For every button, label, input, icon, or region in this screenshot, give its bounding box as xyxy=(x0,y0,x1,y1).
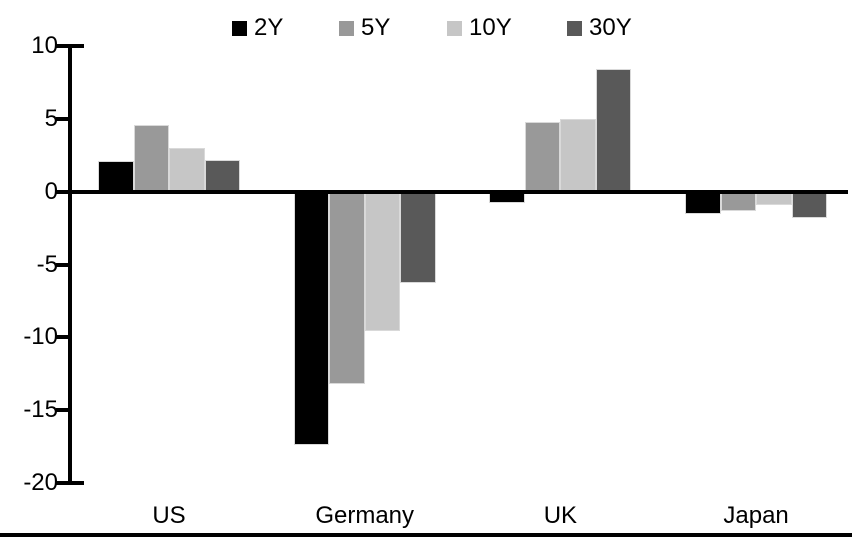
x-axis-category-label: UK xyxy=(543,502,578,529)
legend-label-10y: 10Y xyxy=(469,14,512,41)
y-axis-tick-mark xyxy=(56,408,70,413)
bar-germany-2y xyxy=(293,191,330,446)
y-axis-tick-label: -5 xyxy=(36,250,58,278)
bar-uk-10y xyxy=(560,118,596,192)
legend-label-30y: 30Y xyxy=(589,14,632,41)
bar-uk-30y xyxy=(595,69,632,192)
bar-germany-10y xyxy=(364,191,401,332)
legend-swatch-10y xyxy=(447,20,462,36)
bar-japan-5y xyxy=(720,191,757,211)
legend-swatch-2y xyxy=(232,20,247,36)
y-axis-line xyxy=(68,44,72,485)
legend-label-2y: 2Y xyxy=(254,14,284,41)
x-axis-category-label: US xyxy=(152,502,186,529)
bar-us-30y xyxy=(204,159,240,192)
y-axis-tick-mark xyxy=(56,262,70,267)
x-axis-category-label: Japan xyxy=(723,502,789,529)
legend-swatch-5y xyxy=(339,20,354,36)
legend-label-5y: 5Y xyxy=(361,14,391,41)
legend-item-2y: 2Y xyxy=(232,13,283,43)
y-axis-tick-label: -15 xyxy=(23,396,58,424)
legend-item-10y: 10Y xyxy=(447,13,512,43)
bar-us-10y xyxy=(169,147,205,192)
bar-germany-5y xyxy=(329,191,365,384)
bar-japan-2y xyxy=(685,191,721,214)
bar-us-5y xyxy=(133,124,169,192)
legend-item-5y: 5Y xyxy=(339,13,390,43)
y-axis-tick-label: 10 xyxy=(31,32,58,59)
bar-uk-5y xyxy=(524,121,561,192)
y-axis-tick-label: 0 xyxy=(44,177,58,205)
bar-japan-30y xyxy=(791,191,828,218)
x-axis-category-label: Germany xyxy=(315,502,415,529)
bottom-border-line xyxy=(0,533,852,537)
legend-swatch-30y xyxy=(567,20,582,36)
y-axis-tick-label: -10 xyxy=(23,323,58,351)
y-axis-tick-label: -20 xyxy=(23,469,58,496)
y-axis-tick-mark xyxy=(56,335,70,340)
bar-germany-30y xyxy=(400,191,436,284)
bar-us-2y xyxy=(98,161,134,192)
y-axis-tick-label: 5 xyxy=(44,104,58,132)
legend-item-30y: 30Y xyxy=(567,13,632,43)
y-axis-tick-mark xyxy=(56,189,70,194)
zero-axis-line xyxy=(68,189,848,194)
y-axis-tick-mark xyxy=(56,116,70,121)
